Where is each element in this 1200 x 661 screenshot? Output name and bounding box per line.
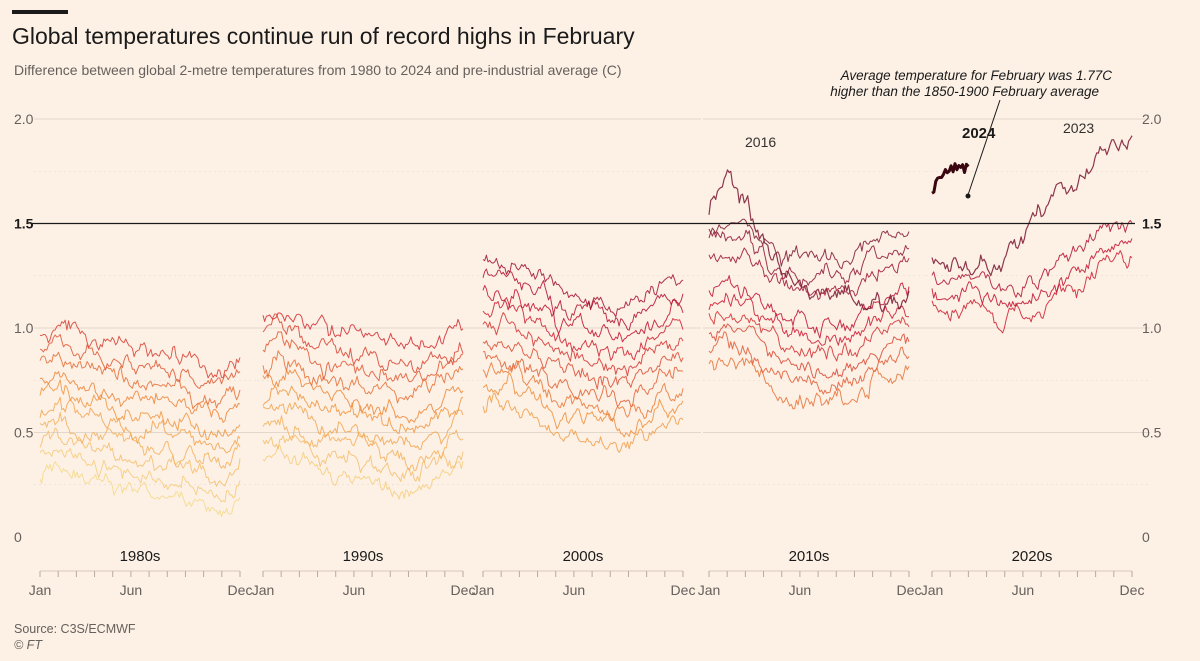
x-tick-label: Dec [897,582,922,598]
series-line-2008 [482,268,684,331]
x-tick-label: Jun [1012,582,1035,598]
decade-label-2010s: 2010s [789,548,830,565]
series-line-2002 [482,360,684,422]
series-line-2022 [931,219,1133,298]
series-line-1989 [39,319,241,379]
series-line-2014 [708,292,910,346]
x-tick-label: Jun [120,582,143,598]
y-tick-label-left: 0.5 [14,425,34,441]
x-tick-label: Dec [1120,582,1145,598]
series-line-1982 [39,427,241,487]
series-line-2020 [931,250,1133,334]
series-line-2021 [931,238,1133,308]
annotation-point [965,193,971,199]
annotations: 2016 2023 2024 Average temperature for F… [745,68,1112,199]
x-tick-label: Jan [472,582,495,598]
series-line-2016 [708,169,910,313]
x-axis: Jan Jun Dec 1980s Jan Jun Dec 1990s Jan Jun Dec 200… [29,548,1145,598]
series-line-2018 [708,229,910,288]
decade-label-1990s: 1990s [343,548,384,565]
x-tick-label: Jan [252,582,275,598]
chart-source: Source: C3S/ECMWF [14,622,136,636]
chart-credit: © FT [14,638,42,652]
annotation-leader-line [967,99,1001,196]
y-tick-label-left: 2.0 [14,111,34,127]
series-line-1985 [39,379,241,440]
annotation-2016: 2016 [745,134,776,150]
y-tick-label-right: 1.5 [1142,216,1162,232]
series-line-1983 [39,411,241,469]
y-axis-ticks: 0 0 0.5 0.5 1.0 1.0 1.5 1.5 2.0 2.0 [14,111,1162,545]
series-line-1997 [262,331,464,383]
series-line-2012 [708,323,910,379]
y-tick-label-left: 1.5 [14,216,34,232]
series-line-1981 [39,448,241,503]
annotation-note-line-1: Average temperature for February was 1.7… [840,68,1113,83]
series-line-1990 [262,444,464,500]
series-line-2023 [931,135,1133,277]
gridlines [34,118,1150,486]
series-line-1995 [262,369,464,424]
series-line-2013 [708,310,910,362]
annotation-2023: 2023 [1063,120,1094,136]
series-line-1999 [262,312,464,351]
series-line-2017 [708,247,910,300]
series-lines [39,135,1133,518]
series-line-1991 [262,434,464,482]
series-line-1994 [262,385,464,434]
series-line-1987 [39,351,241,410]
x-tick-label: Jan [29,582,52,598]
series-line-2015 [708,275,910,339]
series-line-2000 [482,392,684,453]
series-line-1988 [39,334,241,389]
series-line-2007 [482,285,684,343]
series-line-2010 [708,357,910,410]
series-line-2005 [482,312,684,377]
y-tick-label-right: 0 [1142,529,1150,545]
series-line-1984 [39,396,241,454]
series-line-1992 [262,415,464,472]
chart-title: Global temperatures continue run of reco… [12,23,635,49]
x-tick-label: Jun [343,582,366,598]
series-line-2006 [482,297,684,361]
series-line-2009 [482,254,684,318]
series-line-1996 [262,350,464,404]
y-tick-label-left: 0 [14,529,22,545]
x-tick-label: Dec [451,582,476,598]
series-line-2001 [482,372,684,438]
series-line-2024 [931,162,970,195]
y-tick-label-left: 1.0 [14,320,34,336]
y-tick-label-right: 1.0 [1142,320,1162,336]
x-tick-label: Jan [698,582,721,598]
ft-brand-bar [12,10,68,14]
y-tick-label-right: 0.5 [1142,425,1162,441]
series-line-2003 [482,351,683,408]
decade-label-1980s: 1980s [120,548,161,565]
y-tick-label-right: 2.0 [1142,111,1162,127]
series-line-1993 [262,401,464,450]
x-tick-label: Dec [671,582,696,598]
x-tick-label: Dec [228,582,253,598]
x-tick-label: Jan [921,582,944,598]
series-line-1980 [39,461,241,518]
x-tick-label: Jun [789,582,812,598]
series-line-2011 [708,331,910,395]
series-line-2019 [708,218,910,270]
decade-label-2000s: 2000s [563,548,604,565]
chart-subtitle: Difference between global 2-metre temper… [14,62,622,78]
x-tick-label: Jun [563,582,586,598]
series-line-2004 [482,340,684,390]
series-line-1998 [262,313,464,373]
decade-label-2020s: 2020s [1012,548,1053,565]
annotation-note-line-2: higher than the 1850-1900 February avera… [830,84,1099,99]
